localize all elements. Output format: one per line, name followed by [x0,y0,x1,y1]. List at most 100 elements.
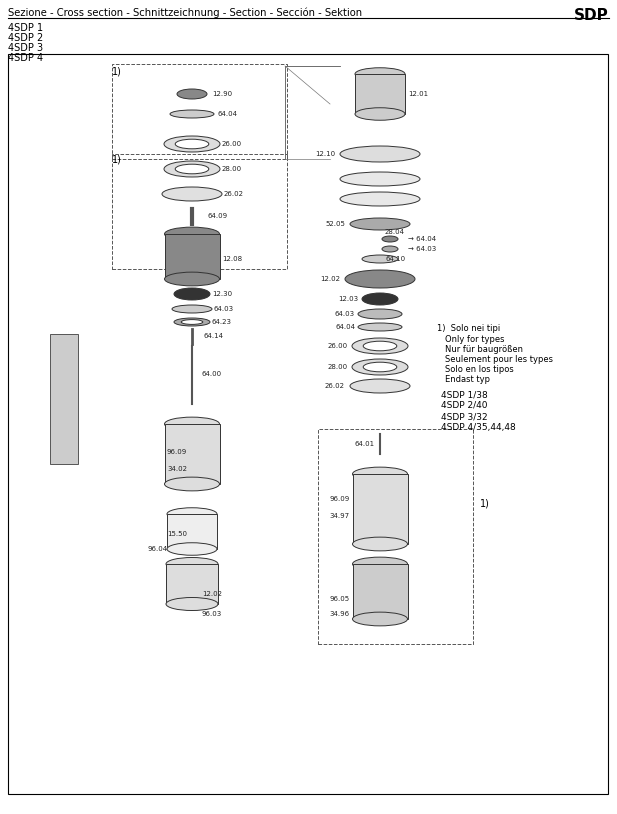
Text: 12.03: 12.03 [338,296,358,302]
Bar [352,474,407,544]
Bar [318,429,473,644]
Bar [165,234,220,279]
Text: 12.90: 12.90 [212,91,232,97]
Ellipse shape [352,467,407,481]
Text: 4SDP 4: 4SDP 4 [8,53,43,63]
Text: 96.09: 96.09 [167,449,187,455]
Bar [112,64,287,159]
Ellipse shape [165,417,220,431]
Text: 4SDP 4/35,44,48: 4SDP 4/35,44,48 [441,423,516,432]
Ellipse shape [170,110,214,118]
Ellipse shape [340,146,420,162]
Text: 64.09: 64.09 [207,213,227,219]
Text: 64.10: 64.10 [385,256,405,262]
Text: 12.10: 12.10 [315,151,335,157]
Text: SDP: SDP [574,8,609,23]
Bar [167,514,217,549]
Ellipse shape [355,107,405,120]
Ellipse shape [165,227,220,241]
Ellipse shape [174,288,210,300]
Text: 12.02: 12.02 [320,276,340,282]
Text: → 64.03: → 64.03 [408,246,436,252]
Ellipse shape [345,270,415,288]
Text: 12.02: 12.02 [202,591,222,597]
Text: 12.30: 12.30 [212,291,232,297]
Text: 15.50: 15.50 [167,531,187,537]
Text: 4SDP 2: 4SDP 2 [8,33,43,43]
Bar [355,74,405,114]
Text: 4SDP 3: 4SDP 3 [8,43,43,53]
Ellipse shape [362,255,398,263]
Text: 64.04: 64.04 [217,111,237,117]
Ellipse shape [382,246,398,252]
Bar [166,564,218,604]
Bar [165,424,220,484]
Text: 64.14: 64.14 [204,333,224,339]
Text: 1)  Solo nei tipi: 1) Solo nei tipi [437,324,500,333]
Text: Seulement pour les types: Seulement pour les types [445,355,553,364]
Ellipse shape [175,139,209,149]
Text: 96.03: 96.03 [202,611,222,617]
Text: Only for types: Only for types [445,335,505,344]
Text: 12.08: 12.08 [222,256,242,262]
Text: 28.04: 28.04 [385,229,405,235]
Text: 1): 1) [480,499,490,509]
Ellipse shape [352,612,407,626]
Text: 1): 1) [112,154,122,164]
Text: 4SDP 1: 4SDP 1 [8,23,43,33]
Ellipse shape [340,192,420,206]
Text: 4SDP 1/38: 4SDP 1/38 [441,390,488,399]
Ellipse shape [352,537,407,551]
Text: 28.00: 28.00 [328,364,348,370]
Text: 1): 1) [112,66,122,76]
Bar [50,334,78,464]
Text: 64.04: 64.04 [335,324,355,330]
Ellipse shape [167,543,217,555]
Text: 34.96: 34.96 [330,611,350,617]
Ellipse shape [177,89,207,99]
Text: 96.04: 96.04 [147,546,167,552]
Text: Nur für baugrößen: Nur für baugrößen [445,345,523,354]
Bar [352,564,407,619]
Ellipse shape [352,338,408,354]
Text: 34.97: 34.97 [330,513,350,519]
Ellipse shape [350,379,410,393]
Ellipse shape [165,477,220,491]
Ellipse shape [352,557,407,571]
Ellipse shape [166,597,218,610]
Bar [112,154,287,269]
Ellipse shape [172,305,212,313]
Ellipse shape [362,293,398,305]
Ellipse shape [363,341,397,351]
Text: 64.03: 64.03 [335,311,355,317]
Ellipse shape [355,68,405,81]
Text: Endast typ: Endast typ [445,375,490,384]
Text: Solo en los tipos: Solo en los tipos [445,365,514,374]
Text: 26.00: 26.00 [328,343,348,349]
Ellipse shape [382,236,398,242]
Text: Sezione - Cross section - Schnittzeichnung - Section - Sección - Sektion: Sezione - Cross section - Schnittzeichnu… [8,8,362,19]
Ellipse shape [181,320,203,325]
Text: 26.02: 26.02 [224,191,244,197]
Ellipse shape [175,164,209,174]
Text: 96.05: 96.05 [330,596,350,602]
Ellipse shape [358,309,402,319]
Text: → 64.04: → 64.04 [408,236,436,242]
Ellipse shape [340,172,420,186]
Ellipse shape [167,508,217,520]
Ellipse shape [174,318,210,326]
Text: 26.00: 26.00 [222,141,242,147]
Ellipse shape [162,187,222,201]
Text: 4SDP 3/32: 4SDP 3/32 [441,412,487,421]
Ellipse shape [165,272,220,286]
Ellipse shape [166,558,218,571]
Text: 34.02: 34.02 [167,466,187,472]
Ellipse shape [350,218,410,230]
Text: 64.00: 64.00 [202,371,222,377]
Ellipse shape [164,161,220,177]
Text: 96.09: 96.09 [329,496,350,502]
Text: 12.01: 12.01 [408,91,428,97]
Text: 64.23: 64.23 [212,319,232,325]
Ellipse shape [363,362,397,372]
Ellipse shape [358,323,402,331]
